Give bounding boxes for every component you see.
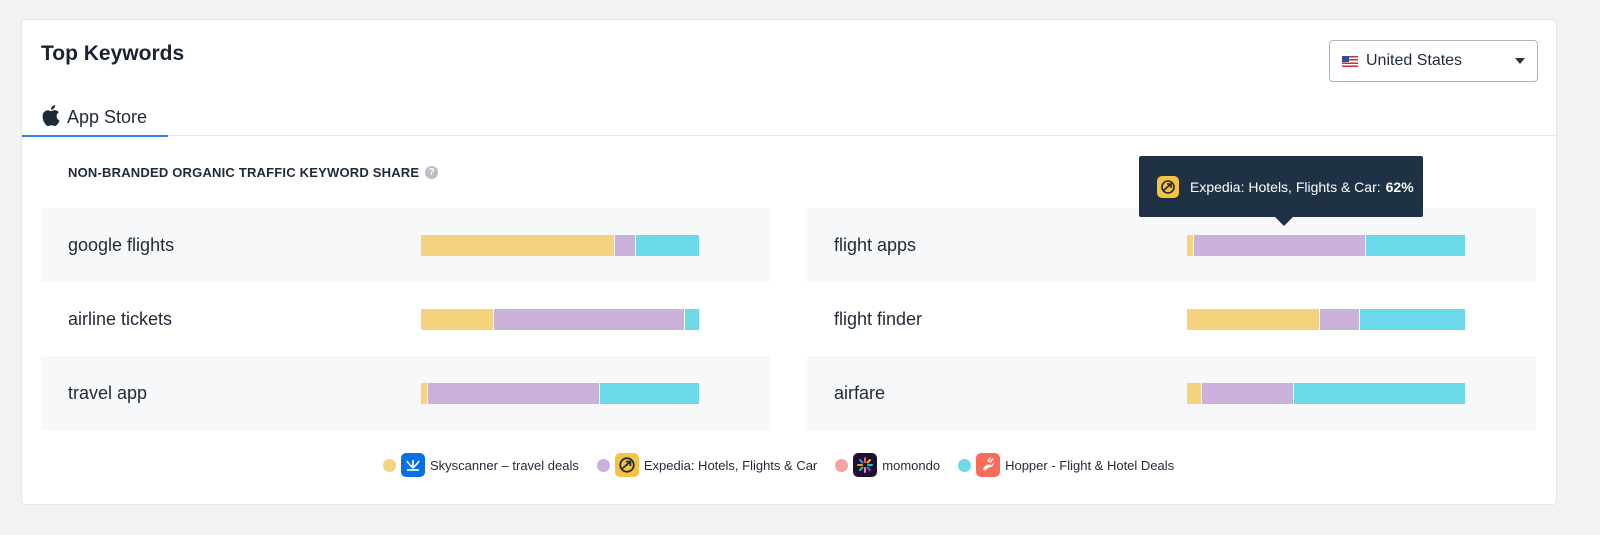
legend-item-skyscanner[interactable]: Skyscanner – travel deals [383,453,579,477]
tooltip-app-name: Expedia: Hotels, Flights & Car: [1190,178,1381,195]
momondo-icon [853,453,878,477]
skyscanner-icon [401,453,425,477]
tab-label: App Store [67,107,148,127]
legend-dot [958,458,972,472]
keyword-label: flight apps [834,234,917,255]
section-title: NON-BRANDED ORGANIC TRAFFIC KEYWORD SHAR… [68,165,439,180]
country-select[interactable]: United States [1329,40,1538,82]
expedia-segment[interactable] [615,234,635,256]
keyword-label: travel app [68,382,148,403]
hopper-segment[interactable] [635,234,699,256]
keyword-label: airfare [834,382,886,403]
share-bar[interactable] [1187,234,1465,256]
tooltip-value: 62% [1385,178,1414,195]
share-bar[interactable] [421,234,699,256]
question-icon[interactable]: ? [425,166,439,179]
expedia-icon [614,453,639,477]
keyword-row: flight finder [807,282,1536,356]
hopper-segment[interactable] [599,382,699,404]
tab-bar-divider [22,135,1556,136]
tab-app-store[interactable]: App Store [22,100,168,137]
keyword-label: airline tickets [68,308,173,329]
expedia-segment[interactable] [427,382,599,404]
hopper-segment[interactable] [1365,234,1465,256]
expedia-segment[interactable] [1201,382,1293,404]
expedia-segment[interactable] [1193,234,1365,256]
keyword-row: travel app [41,356,770,430]
keyword-label: flight finder [834,308,923,329]
hopper-segment[interactable] [685,308,699,330]
legend-label: Expedia: Hotels, Flights & Car [643,457,818,473]
legend-item-expedia[interactable]: Expedia: Hotels, Flights & Car [596,453,818,477]
share-bar[interactable] [1187,382,1465,404]
legend: Skyscanner – travel deals Expedia: Hotel… [383,451,1192,479]
keyword-row: google flights [41,208,770,282]
legend-label: momondo [882,457,941,473]
keyword-row: airline tickets [41,282,770,356]
legend-label: Skyscanner – travel deals [430,457,579,473]
expedia-segment[interactable] [1320,308,1360,330]
share-bar[interactable] [421,308,699,330]
keyword-row: airfare [807,356,1536,430]
legend-dot [596,458,610,472]
keyword-row: flight apps [807,208,1536,282]
hopper-segment[interactable] [1293,382,1465,404]
skyscanner-segment[interactable] [1187,308,1320,330]
legend-item-momondo[interactable]: momondo [835,453,940,477]
hopper-segment[interactable] [1360,308,1465,330]
keyword-label: google flights [68,234,175,255]
skyscanner-segment[interactable] [421,308,493,330]
top-keywords-card: Top Keywords United States App Store NON… [21,19,1557,505]
legend-item-hopper[interactable]: Hopper - Flight & Hotel Deals [958,453,1174,477]
share-bar[interactable] [1187,308,1465,330]
legend-dot [835,458,849,472]
skyscanner-segment[interactable] [1187,234,1193,256]
expedia-icon [1157,175,1179,198]
chevron-down-icon [1515,58,1525,64]
legend-label: Hopper - Flight & Hotel Deals [1005,457,1175,473]
share-bar[interactable] [421,382,699,404]
skyscanner-segment[interactable] [421,234,615,256]
skyscanner-segment[interactable] [421,382,427,404]
section-title-text: NON-BRANDED ORGANIC TRAFFIC KEYWORD SHAR… [68,165,420,180]
expedia-segment[interactable] [493,308,685,330]
legend-dot [383,458,396,472]
country-select-label: United States [1366,52,1463,69]
apple-icon [42,104,60,131]
share-tooltip: Expedia: Hotels, Flights & Car: 62% [1139,156,1423,226]
card-title: Top Keywords [41,42,185,65]
skyscanner-segment[interactable] [1187,382,1201,404]
hopper-icon [976,453,1001,477]
us-flag-icon [1342,55,1358,67]
